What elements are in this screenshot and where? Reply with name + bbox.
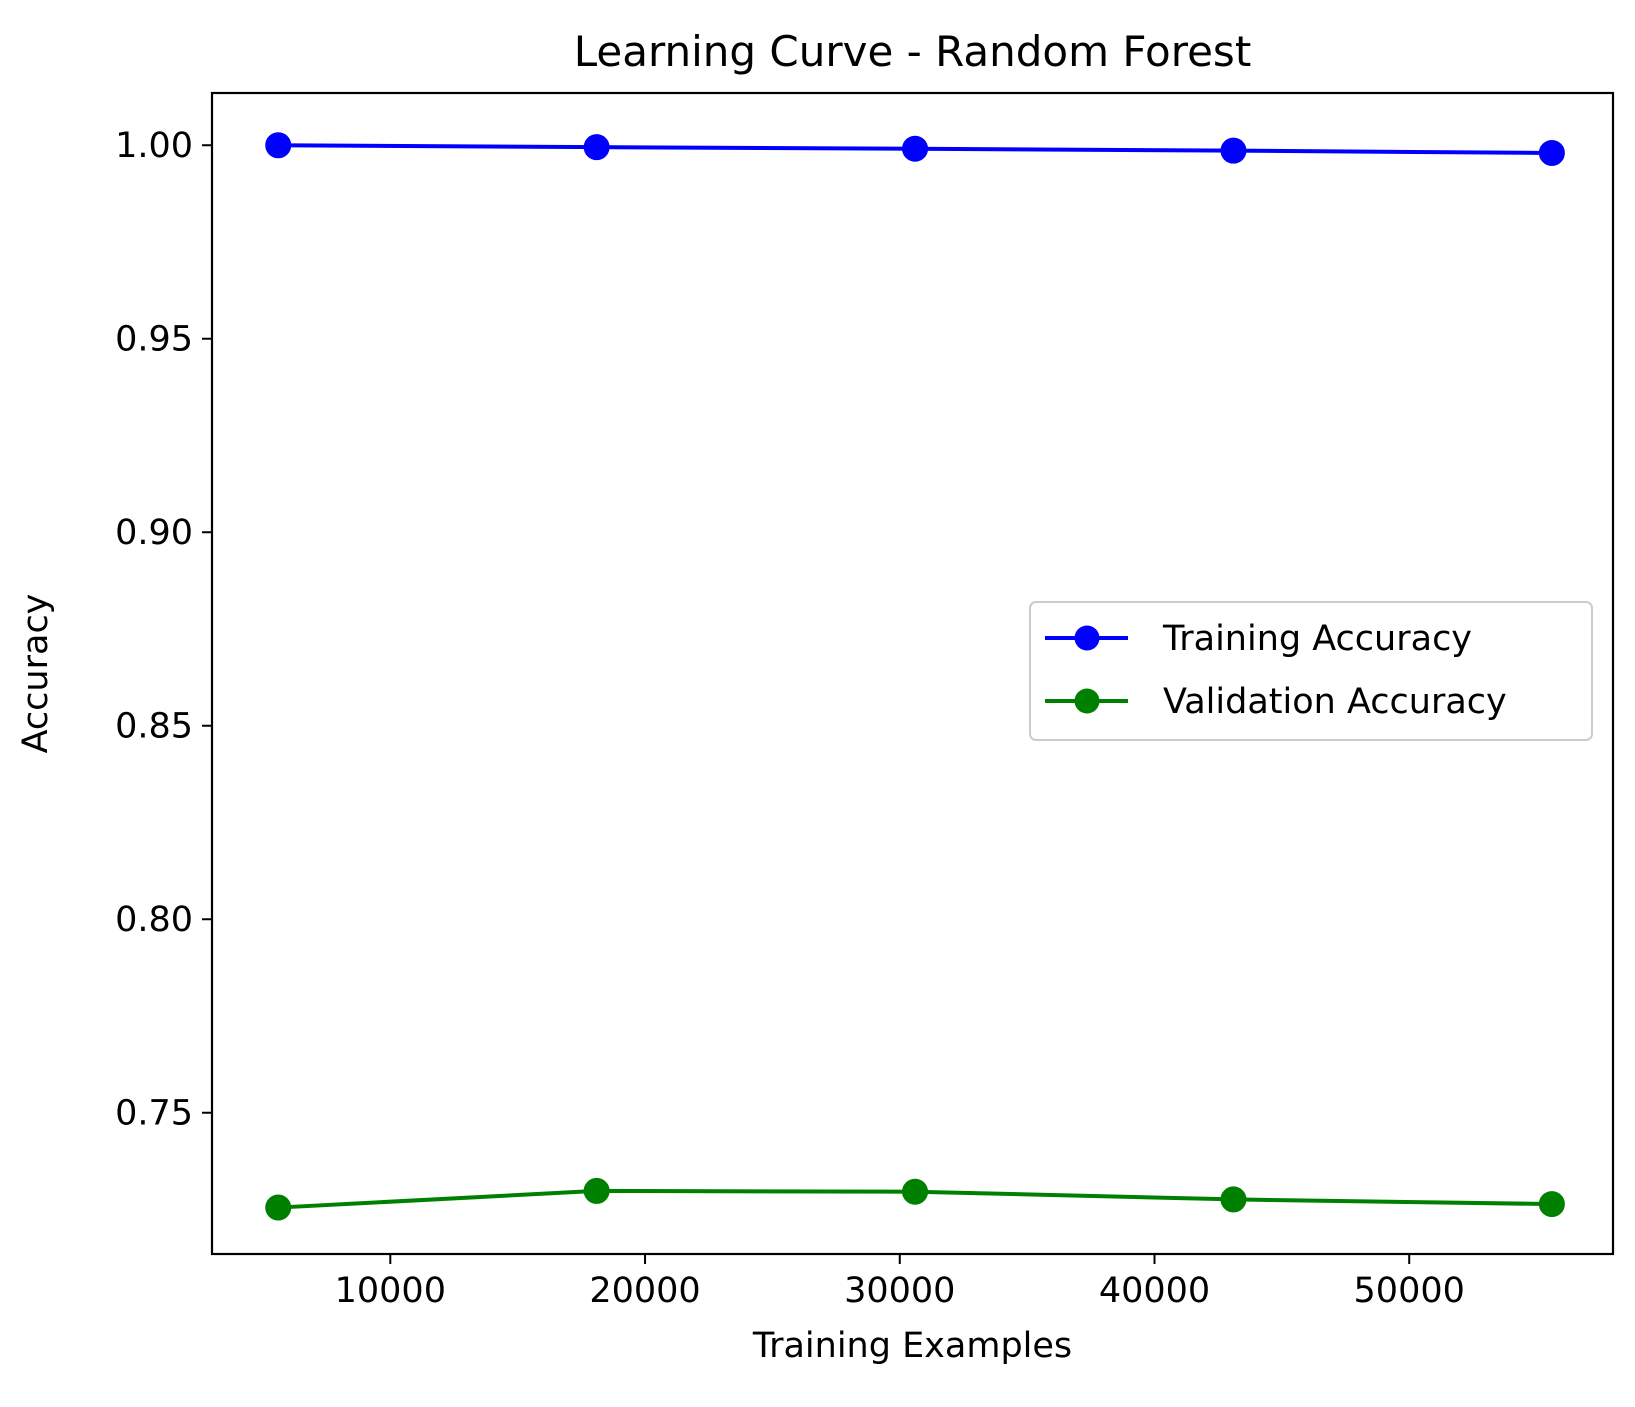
legend-entry: Validation Accuracy bbox=[1045, 682, 1507, 722]
axes-border bbox=[210, 91, 1615, 1256]
legend-label: Training Accuracy bbox=[1162, 619, 1472, 659]
chart-title: Learning Curve - Random Forest bbox=[574, 27, 1252, 76]
y-tick-label: 0.85 bbox=[115, 707, 193, 747]
data-point bbox=[1538, 139, 1565, 166]
legend: Training Accuracy Validation Accuracy bbox=[1029, 601, 1593, 741]
y-axis-label: Accuracy bbox=[16, 594, 56, 754]
data-point bbox=[1220, 1186, 1247, 1213]
series-training-accuracy bbox=[265, 132, 1565, 166]
legend-marker-swatch bbox=[1074, 688, 1100, 714]
y-tick-label: 0.80 bbox=[115, 900, 193, 940]
legend-marker-swatch bbox=[1074, 625, 1100, 651]
y-tick-label: 0.90 bbox=[115, 513, 193, 553]
data-point bbox=[1538, 1191, 1565, 1218]
data-point bbox=[902, 135, 929, 162]
y-axis-ticks: 0.75 0.80 0.85 0.90 0.95 1.00 bbox=[115, 126, 212, 1134]
x-axis-ticks: 10000 20000 30000 40000 50000 bbox=[335, 1254, 1465, 1311]
data-point bbox=[265, 1194, 292, 1221]
data-point bbox=[902, 1178, 929, 1205]
x-tick-label: 20000 bbox=[589, 1271, 700, 1311]
data-point bbox=[583, 1177, 610, 1204]
x-axis-label: Training Examples bbox=[752, 1326, 1072, 1366]
series-layer bbox=[265, 132, 1565, 1221]
x-tick-label: 40000 bbox=[1099, 1271, 1210, 1311]
legend-entry: Training Accuracy bbox=[1045, 619, 1472, 659]
series-validation-accuracy bbox=[265, 1177, 1565, 1221]
x-tick-label: 30000 bbox=[844, 1271, 955, 1311]
axes-frame bbox=[210, 91, 1615, 1256]
data-point bbox=[583, 134, 610, 161]
x-tick-label: 50000 bbox=[1354, 1271, 1465, 1311]
data-point bbox=[265, 132, 292, 159]
x-tick-label: 10000 bbox=[335, 1271, 446, 1311]
legend-box bbox=[1029, 601, 1593, 741]
legend-label: Validation Accuracy bbox=[1163, 682, 1507, 722]
y-tick-label: 1.00 bbox=[115, 126, 193, 166]
y-tick-label: 0.95 bbox=[115, 320, 193, 360]
y-tick-label: 0.75 bbox=[115, 1094, 193, 1134]
data-point bbox=[1220, 137, 1247, 164]
